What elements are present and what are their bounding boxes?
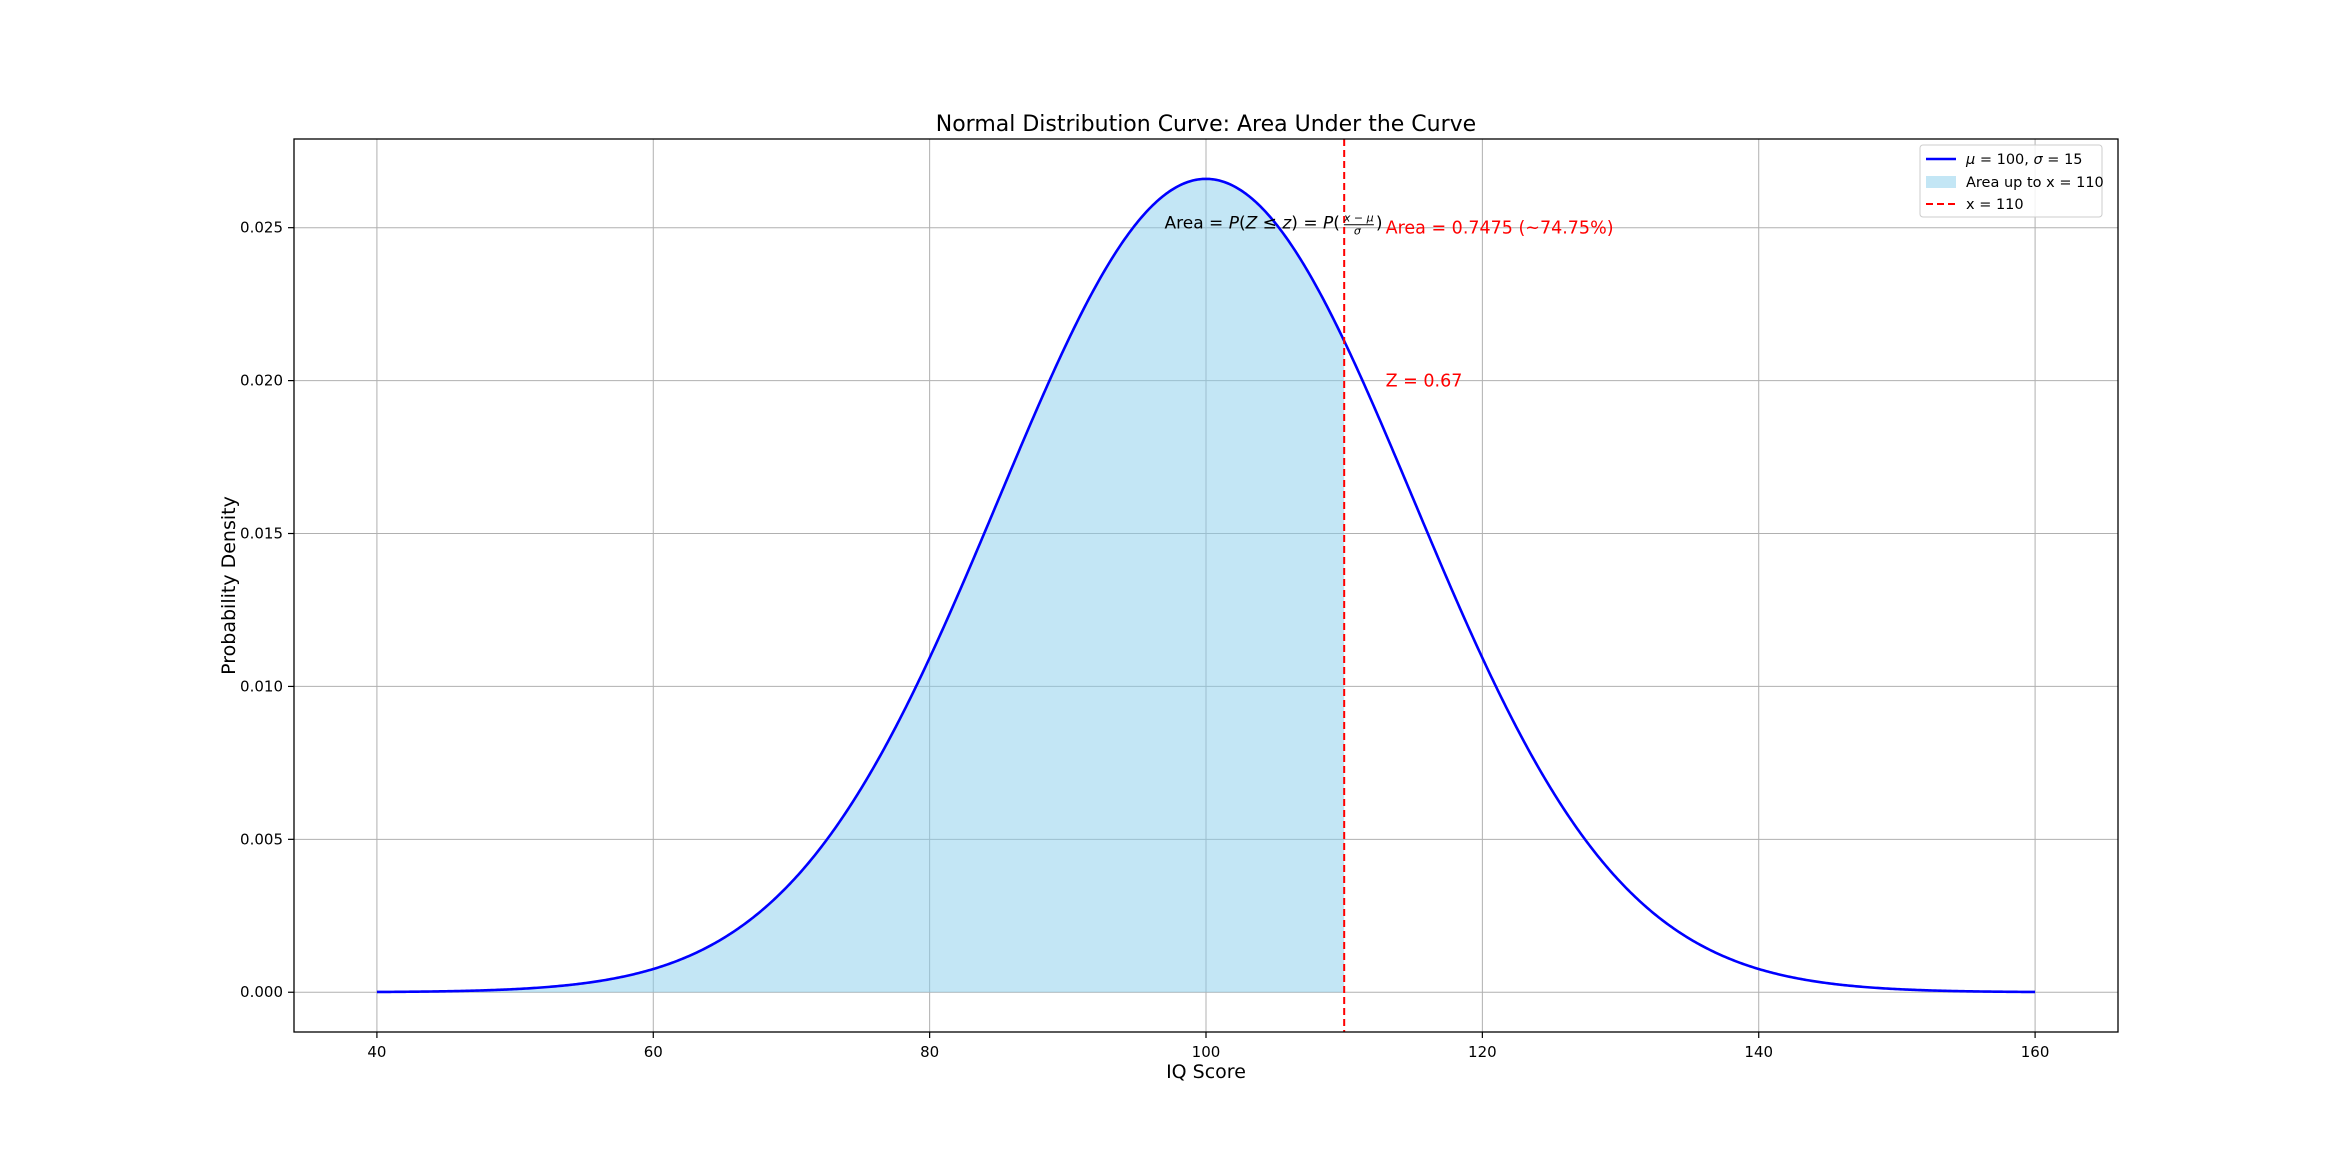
x-tick-label: 160 xyxy=(2021,1043,2050,1061)
formula-text: Area = P(Z ≤ z) = P( xyxy=(1165,214,1340,234)
legend-patch-swatch xyxy=(1926,176,1956,188)
y-tick-label: 0.010 xyxy=(240,677,283,695)
y-tick-label: 0.000 xyxy=(240,983,283,1001)
legend-label-vline: x = 110 xyxy=(1966,197,2024,213)
formula-close-paren: ) xyxy=(1376,214,1383,234)
x-axis-ticks: 40 60 80 100 120 140 160 xyxy=(367,1032,2049,1061)
annotations: Area = 0.7475 (~74.75%) Z = 0.67 Area = … xyxy=(1165,212,1614,392)
y-tick-label: 0.005 xyxy=(240,830,283,848)
legend-label-area: Area up to x = 110 xyxy=(1966,175,2104,191)
legend-label-distribution: μ = 100, σ = 15 xyxy=(1965,152,2083,168)
formula-numerator: x − μ xyxy=(1343,212,1374,225)
area-fill-layer xyxy=(376,178,1345,993)
x-tick-label: 80 xyxy=(920,1043,939,1061)
x-axis-label: IQ Score xyxy=(1166,1061,1246,1083)
x-tick-label: 40 xyxy=(367,1043,386,1061)
y-tick-label: 0.020 xyxy=(240,372,283,390)
x-tick-label: 60 xyxy=(644,1043,663,1061)
x-tick-label: 120 xyxy=(1468,1043,1497,1061)
legend: μ = 100, σ = 15 Area up to x = 110 x = 110 xyxy=(1919,144,2104,218)
curve-layer xyxy=(376,177,2036,994)
annotation-area-value: Area = 0.7475 (~74.75%) xyxy=(1386,219,1614,239)
y-tick-label: 0.025 xyxy=(240,219,283,237)
y-axis-ticks: 0.000 0.005 0.010 0.015 0.020 0.025 xyxy=(240,219,294,1001)
y-axis-label: Probability Density xyxy=(218,496,240,675)
x-tick-label: 100 xyxy=(1192,1043,1221,1061)
annotation-z-value: Z = 0.67 xyxy=(1386,372,1463,392)
y-tick-label: 0.015 xyxy=(240,525,283,543)
x-tick-label: 140 xyxy=(1744,1043,1773,1061)
area-fill xyxy=(376,178,1345,993)
chart-title: Normal Distribution Curve: Area Under th… xyxy=(936,112,1476,137)
legend-box xyxy=(1919,144,2103,218)
annotation-formula: Area = P(Z ≤ z) = P(x − μσ) xyxy=(1165,212,1383,238)
density-curve xyxy=(376,177,2036,994)
formula-denominator: σ xyxy=(1354,225,1362,238)
